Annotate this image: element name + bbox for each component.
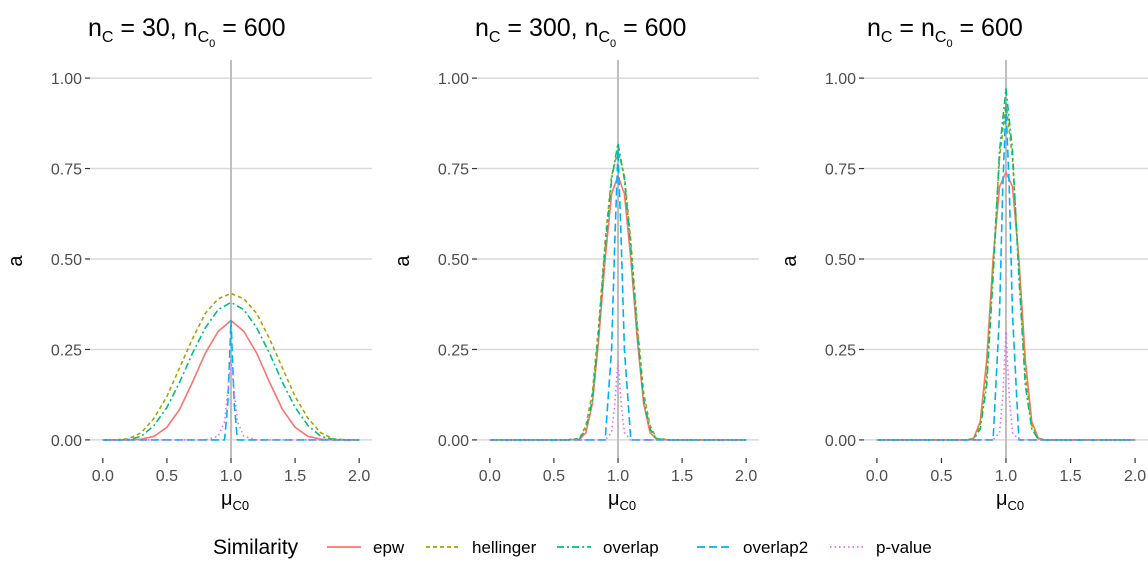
x-tick-label: 0.0 <box>866 468 888 485</box>
panel-title-part: n <box>88 14 102 42</box>
y-tick-label: 0.00 <box>438 433 469 450</box>
y-tick-label: 0.75 <box>825 162 856 179</box>
panel-title-sub: C <box>935 29 947 46</box>
legend-label-overlap: overlap <box>603 538 659 557</box>
panel-title-sub: C <box>198 29 210 46</box>
y-tick-label: 0.25 <box>438 342 469 359</box>
series-group <box>102 292 360 441</box>
y-tick-label: 0.50 <box>51 252 82 269</box>
y-axis-title: a <box>5 255 27 267</box>
x-tick-label: 1.5 <box>671 468 693 485</box>
panel-title: nC = 300, nC0 = 600 <box>475 14 686 50</box>
legend-label-epw: epw <box>373 538 405 557</box>
x-tick-label: 1.5 <box>284 468 306 485</box>
y-tick-label: 1.00 <box>51 71 82 88</box>
panel-title-sub: C <box>489 29 501 46</box>
series-line-hellinger <box>102 292 360 441</box>
x-axis-title: μC0 <box>608 488 636 513</box>
series-line-p-value <box>102 359 360 441</box>
y-axis-title: a <box>392 255 414 267</box>
x-tick-label: 1.0 <box>995 468 1017 485</box>
x-axis-title-sub: C0 <box>1008 498 1025 513</box>
panel-title: nC = nC0 = 600 <box>867 14 1023 50</box>
x-tick-label: 1.0 <box>607 468 629 485</box>
x-tick-label: 0.0 <box>92 468 114 485</box>
series-line-overlap <box>102 301 360 441</box>
x-axis-title-sub: C0 <box>620 498 637 513</box>
y-axis-title: a <box>779 255 801 267</box>
x-axis-title: μC0 <box>996 488 1024 513</box>
x-axis-title-main: μ <box>608 488 620 510</box>
x-tick-label: 1.5 <box>1059 468 1081 485</box>
x-tick-label: 0.5 <box>543 468 565 485</box>
panel-title-part: = 600 <box>215 14 285 42</box>
panel-title-part: n <box>475 14 489 42</box>
series-line-epw <box>489 174 747 441</box>
x-axis-title: μC0 <box>221 488 249 513</box>
y-tick-label: 0.75 <box>51 162 82 179</box>
x-tick-label: 1.0 <box>220 468 242 485</box>
legend-label-p-value: p-value <box>876 538 932 557</box>
panel-title-sub: C <box>102 29 114 46</box>
panel-title: nC = 30, nC0 = 600 <box>88 14 285 50</box>
y-tick-label: 0.50 <box>825 252 856 269</box>
legend-label-overlap2: overlap2 <box>743 538 808 557</box>
legend: Similarity epw hellinger overlap overlap2 p-v… <box>213 536 932 559</box>
x-axis-title-sub: C0 <box>233 498 250 513</box>
panel-title-subsub: 0 <box>209 38 215 50</box>
series-line-hellinger <box>489 149 747 441</box>
panel-1: 0.000.250.500.751.000.0 0.5 1.0 1.5 2.0aμC0n… <box>5 14 372 513</box>
panel-title-part: n <box>867 14 881 42</box>
x-tick-label: 0.0 <box>479 468 501 485</box>
series-line-overlap <box>876 88 1136 441</box>
panel-title-sub: C <box>881 29 893 46</box>
panel-title-subsub: 0 <box>946 38 952 50</box>
y-tick-label: 0.00 <box>51 433 82 450</box>
y-tick-label: 0.75 <box>438 162 469 179</box>
y-tick-label: 0.50 <box>438 252 469 269</box>
series-line-overlap2 <box>102 319 360 441</box>
series-group <box>876 88 1136 441</box>
panel-title-part: = 600 <box>953 14 1023 42</box>
x-tick-label: 2.0 <box>348 468 370 485</box>
panel-title-part: = 600 <box>616 14 686 42</box>
panel-title-sub: C <box>598 29 610 46</box>
panel-3: 0.000.250.500.751.000.0 0.5 1.0 1.5 2.0aμC0n… <box>779 14 1148 513</box>
x-tick-label: 0.5 <box>930 468 952 485</box>
y-tick-label: 0.25 <box>825 342 856 359</box>
y-tick-label: 1.00 <box>825 71 856 88</box>
y-tick-label: 0.25 <box>51 342 82 359</box>
series-line-overlap2 <box>876 106 1136 441</box>
x-tick-label: 0.5 <box>156 468 178 485</box>
series-line-overlap <box>489 142 747 441</box>
legend-label-hellinger: hellinger <box>472 538 537 557</box>
y-tick-label: 0.00 <box>825 433 856 450</box>
legend-title: Similarity <box>213 536 299 559</box>
y-tick-label: 1.00 <box>438 71 469 88</box>
x-axis-title-main: μ <box>221 488 233 510</box>
panel-title-subsub: 0 <box>610 38 616 50</box>
x-axis-title-main: μ <box>996 488 1008 510</box>
panel-2: 0.000.250.500.751.000.0 0.5 1.0 1.5 2.0aμC0n… <box>392 14 759 513</box>
x-tick-label: 2.0 <box>735 468 757 485</box>
panel-title-part: = n <box>892 14 934 42</box>
panel-title-part: = 300, n <box>500 14 598 42</box>
panel-title-part: = 30, n <box>113 14 197 42</box>
series-group <box>489 142 747 441</box>
series-line-hellinger <box>876 102 1136 441</box>
x-tick-label: 2.0 <box>1124 468 1146 485</box>
